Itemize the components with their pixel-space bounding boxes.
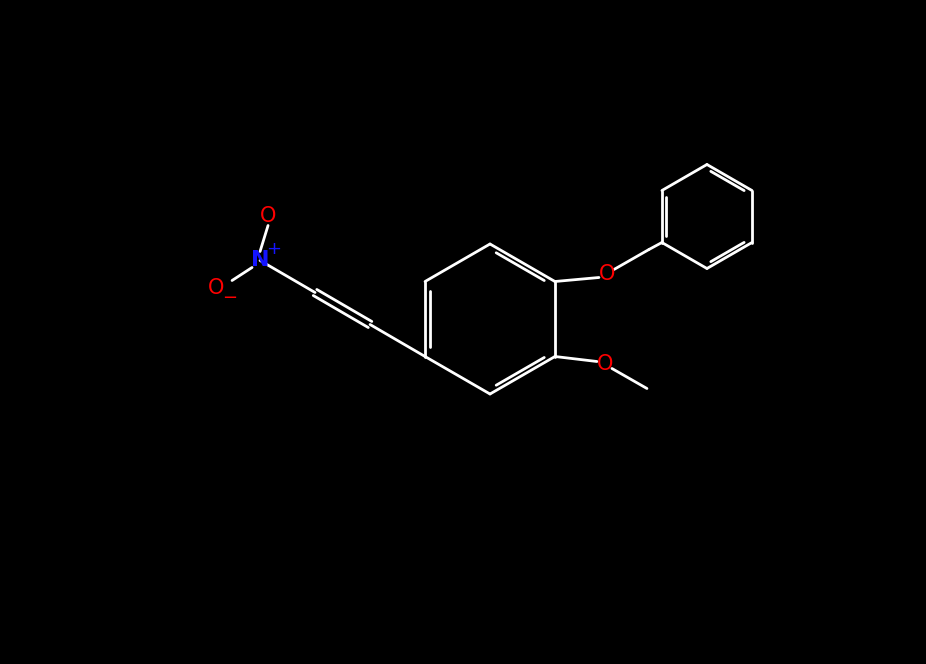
Text: O: O xyxy=(207,278,224,299)
Text: +: + xyxy=(267,240,282,258)
Text: O: O xyxy=(260,205,276,226)
Text: O: O xyxy=(596,355,613,374)
Text: N: N xyxy=(251,250,269,270)
Text: −: − xyxy=(222,290,238,307)
Text: O: O xyxy=(599,264,615,284)
